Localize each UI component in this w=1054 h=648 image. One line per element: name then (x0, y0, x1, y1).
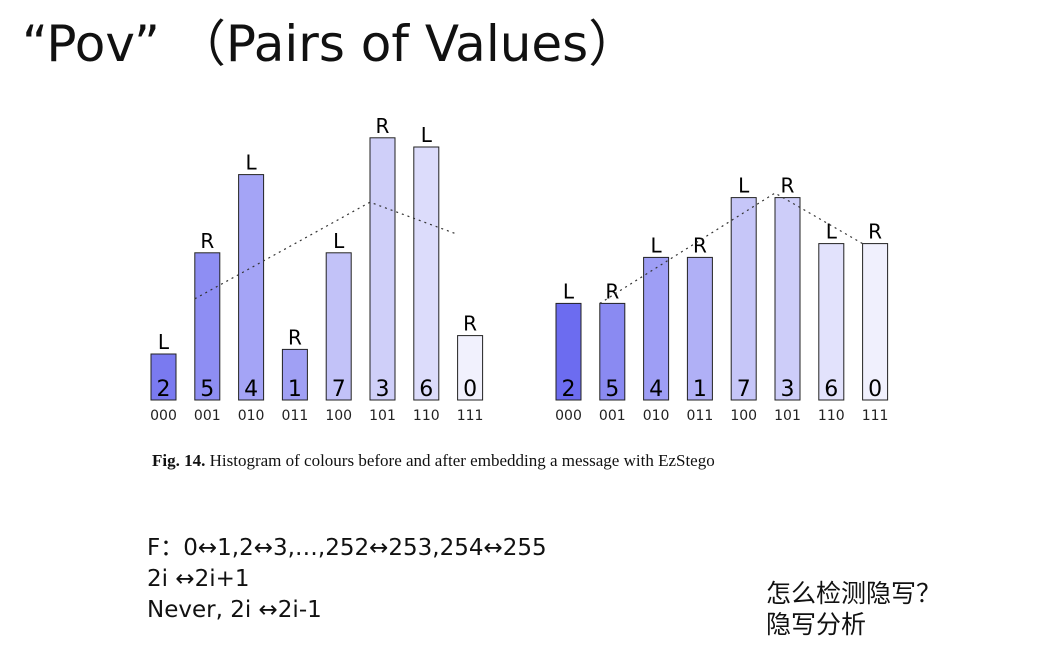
pair-label: L (333, 229, 345, 253)
pair-label: L (826, 220, 838, 244)
bar-number-label: 7 (332, 377, 346, 402)
histogram-bar (643, 256, 670, 401)
pair-label: L (738, 174, 750, 198)
bar-number-label: 4 (244, 377, 258, 402)
bar-number-label: 0 (463, 377, 477, 402)
category-tick-label: 100 (325, 408, 352, 424)
histogram-bar (369, 137, 396, 401)
pair-label: R (868, 220, 882, 244)
histogram-bar (774, 197, 801, 401)
note-line-3: Never, 2i ↔2i-1 (147, 597, 322, 623)
figure-caption: Fig. 14. Histogram of colours before and… (152, 451, 715, 471)
bar-number-label: 2 (562, 377, 576, 402)
bar-number-label: 3 (781, 377, 795, 402)
figure-caption-label: Fig. 14. (152, 451, 206, 470)
note-line-1: F：0↔1,2↔3,…,252↔253,254↔255 (147, 535, 547, 561)
bar-number-label: 4 (649, 377, 663, 402)
bar-number-label: 6 (419, 377, 433, 402)
bar-number-label: 6 (824, 377, 838, 402)
pair-label: L (421, 123, 433, 147)
histogram-charts: 2L0005R0014L0101R0117L1003R1016L1100R111… (150, 114, 888, 424)
category-tick-label: 001 (194, 408, 221, 424)
category-tick-label: 000 (150, 408, 177, 424)
histogram-after: 2 L 000 5 R 001 4 L 010 1 R 011 7 L 100 3 R 101 6 L 110 0 R 111 (555, 174, 888, 424)
histogram-bar (686, 256, 713, 401)
category-tick-label: 010 (238, 408, 265, 424)
figure-caption-text: Histogram of colours before and after em… (205, 451, 715, 470)
bar-number-label: 0 (868, 377, 882, 402)
histogram-before: 2 L 000 5 R 001 4 L 010 1 R 011 7 L 100 3 R 101 6 L 110 0 R 111 (150, 114, 483, 424)
histogram-bar (599, 302, 626, 401)
histogram-bar (818, 243, 845, 401)
pair-label: R (463, 312, 477, 336)
category-tick-label: 010 (643, 408, 670, 424)
category-tick-label: 110 (818, 408, 845, 424)
histogram-bar (238, 174, 265, 401)
question-line-1: 怎么检测隐写？ (766, 579, 942, 608)
category-tick-label: 111 (457, 408, 484, 424)
pair-label: L (563, 279, 575, 303)
pair-label: R (693, 233, 707, 257)
category-tick-label: 000 (555, 408, 582, 424)
histogram-bar (413, 146, 440, 401)
category-tick-label: 111 (862, 408, 889, 424)
bar-number-label: 5 (605, 377, 619, 402)
histogram-bar (150, 353, 177, 401)
histogram-bar (555, 302, 582, 401)
histogram-bar (457, 335, 484, 401)
notes: F：0↔1,2↔3,…,252↔253,254↔255 2i ↔2i+1 Nev… (147, 533, 547, 626)
histogram-bar (730, 197, 757, 401)
bar-number-label: 2 (157, 377, 171, 402)
category-tick-label: 011 (282, 408, 309, 424)
category-tick-label: 100 (730, 408, 757, 424)
note-line-2: 2i ↔2i+1 (147, 566, 250, 592)
pair-label: R (200, 229, 214, 253)
pair-label: R (781, 174, 795, 198)
histogram-bar (862, 243, 889, 401)
question-line-2: 隐写分析 (766, 610, 867, 639)
bar-number-label: 7 (737, 377, 751, 402)
pair-label: L (651, 233, 663, 257)
pair-label: L (246, 151, 258, 175)
bar-number-label: 1 (693, 377, 707, 402)
pair-label: R (288, 325, 302, 349)
trend-line (194, 201, 458, 300)
category-tick-label: 110 (413, 408, 440, 424)
bar-number-label: 1 (288, 377, 302, 402)
questions: 怎么检测隐写？ 隐写分析 (766, 578, 941, 640)
pair-label: R (376, 114, 390, 138)
pair-label: R (605, 279, 619, 303)
category-tick-label: 011 (687, 408, 714, 424)
category-tick-label: 101 (774, 408, 801, 424)
slide-title: “Pov” （Pairs of Values） (22, 15, 639, 73)
histogram-bar (281, 348, 308, 401)
bar-number-label: 3 (376, 377, 390, 402)
histogram-bar (325, 252, 352, 401)
category-tick-label: 001 (599, 408, 626, 424)
histogram-bar (194, 252, 221, 401)
bar-number-label: 5 (200, 377, 214, 402)
pair-label: L (158, 330, 170, 354)
category-tick-label: 101 (369, 408, 396, 424)
